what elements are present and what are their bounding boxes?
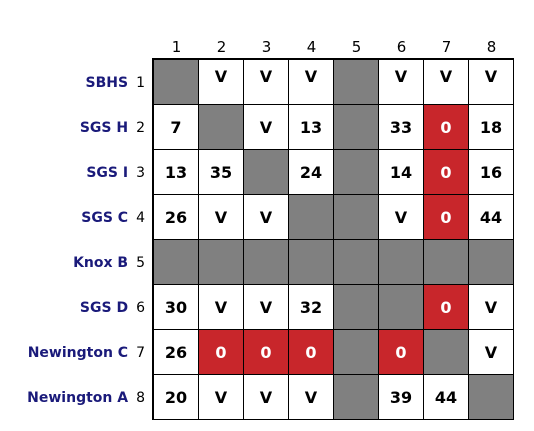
grid-cell-r5-c5 xyxy=(334,240,378,284)
grid-cell-r4-c7: 0 xyxy=(424,195,468,239)
grid-cell-r4-c6: V xyxy=(379,195,423,239)
grid-cell-r8-c4: V xyxy=(289,375,333,419)
grid-cell-r1-c2: V xyxy=(199,60,243,104)
grid-cell-r3-c3 xyxy=(244,150,288,194)
grid-cell-r7-c7 xyxy=(424,330,468,374)
row-label-8: Newington A 8 xyxy=(0,375,145,420)
team-name: SGS C xyxy=(81,209,129,226)
column-header-2: 2 xyxy=(216,38,227,56)
results-grid: V V V V V V 7 V 13 33 0 18 13 35 24 14 0 16 26 V V V 0 44 30 V V 32… xyxy=(152,58,514,420)
grid-cell-r8-c2: V xyxy=(199,375,243,419)
row-number: 4 xyxy=(136,209,145,226)
team-name: Newington C xyxy=(27,344,129,361)
row-number: 8 xyxy=(136,389,145,406)
grid-cell-r1-c1 xyxy=(154,60,198,104)
grid-cell-r1-c3: V xyxy=(244,60,288,104)
grid-cell-r5-c7 xyxy=(424,240,468,284)
grid-cell-r8-c8 xyxy=(469,375,513,419)
grid-cell-r3-c7: 0 xyxy=(424,150,468,194)
column-header-8: 8 xyxy=(486,38,497,56)
column-header-6: 6 xyxy=(396,38,407,56)
grid-cell-r8-c3: V xyxy=(244,375,288,419)
grid-cell-r6-c1: 30 xyxy=(154,285,198,329)
team-name: SGS I xyxy=(86,164,129,181)
grid-cell-r4-c3: V xyxy=(244,195,288,239)
grid-cell-r6-c2: V xyxy=(199,285,243,329)
row-number: 2 xyxy=(136,119,145,136)
grid-cell-r7-c6: 0 xyxy=(379,330,423,374)
row-number: 7 xyxy=(136,344,145,361)
grid-cell-r4-c1: 26 xyxy=(154,195,198,239)
row-label-5: Knox B 5 xyxy=(0,240,145,285)
team-name: Knox B xyxy=(73,254,129,271)
column-header-3: 3 xyxy=(261,38,272,56)
grid-cell-r5-c4 xyxy=(289,240,333,284)
row-label-6: SGS D 6 xyxy=(0,285,145,330)
team-name: SGS H xyxy=(79,119,129,136)
grid-cell-r2-c5 xyxy=(334,105,378,149)
grid-cell-r5-c3 xyxy=(244,240,288,284)
grid-cell-r6-c5 xyxy=(334,285,378,329)
grid-cell-r4-c2: V xyxy=(199,195,243,239)
grid-cell-r5-c1 xyxy=(154,240,198,284)
column-header-7: 7 xyxy=(441,38,452,56)
grid-cell-r3-c4: 24 xyxy=(289,150,333,194)
team-name: SGS D xyxy=(79,299,129,316)
grid-cell-r7-c2: 0 xyxy=(199,330,243,374)
grid-cell-r2-c4: 13 xyxy=(289,105,333,149)
grid-cell-r2-c7: 0 xyxy=(424,105,468,149)
grid-cell-r1-c6: V xyxy=(379,60,423,104)
grid-cell-r4-c8: 44 xyxy=(469,195,513,239)
grid-cell-r7-c8: V xyxy=(469,330,513,374)
column-header-1: 1 xyxy=(171,38,182,56)
row-label-4: SGS C 4 xyxy=(0,195,145,240)
grid-cell-r2-c6: 33 xyxy=(379,105,423,149)
grid-cell-r3-c2: 35 xyxy=(199,150,243,194)
grid-cell-r7-c4: 0 xyxy=(289,330,333,374)
grid-cell-r7-c5 xyxy=(334,330,378,374)
grid-cell-r8-c1: 20 xyxy=(154,375,198,419)
grid-cell-r5-c6 xyxy=(379,240,423,284)
grid-cell-r4-c5 xyxy=(334,195,378,239)
grid-cell-r2-c3: V xyxy=(244,105,288,149)
row-label-7: Newington C 7 xyxy=(0,330,145,375)
grid-cell-r5-c2 xyxy=(199,240,243,284)
grid-cell-r8-c7: 44 xyxy=(424,375,468,419)
grid-cell-r3-c6: 14 xyxy=(379,150,423,194)
column-header-4: 4 xyxy=(306,38,317,56)
column-header-5: 5 xyxy=(351,38,362,56)
grid-cell-r7-c1: 26 xyxy=(154,330,198,374)
grid-cell-r8-c6: 39 xyxy=(379,375,423,419)
row-number: 5 xyxy=(136,254,145,271)
row-label-3: SGS I 3 xyxy=(0,150,145,195)
grid-cell-r1-c8: V xyxy=(469,60,513,104)
grid-cell-r4-c4 xyxy=(289,195,333,239)
grid-cell-r7-c3: 0 xyxy=(244,330,288,374)
grid-cell-r1-c4: V xyxy=(289,60,333,104)
grid-cell-r6-c3: V xyxy=(244,285,288,329)
grid-cell-r2-c8: 18 xyxy=(469,105,513,149)
grid-cell-r8-c5 xyxy=(334,375,378,419)
row-number: 6 xyxy=(136,299,145,316)
row-label-2: SGS H 2 xyxy=(0,105,145,150)
grid-cell-r1-c5 xyxy=(334,60,378,104)
team-name: Newington A xyxy=(27,389,129,406)
grid-cell-r6-c8: V xyxy=(469,285,513,329)
grid-cell-r1-c7: V xyxy=(424,60,468,104)
grid-cell-r6-c7: 0 xyxy=(424,285,468,329)
grid-cell-r2-c1: 7 xyxy=(154,105,198,149)
grid-cell-r3-c8: 16 xyxy=(469,150,513,194)
grid-cell-r2-c2 xyxy=(199,105,243,149)
grid-cell-r6-c6 xyxy=(379,285,423,329)
grid-cell-r6-c4: 32 xyxy=(289,285,333,329)
team-name: SBHS xyxy=(85,74,129,91)
grid-cell-r3-c1: 13 xyxy=(154,150,198,194)
grid-cell-r3-c5 xyxy=(334,150,378,194)
row-number: 1 xyxy=(136,74,145,91)
row-number: 3 xyxy=(136,164,145,181)
grid-cell-r5-c8 xyxy=(469,240,513,284)
row-label-1: SBHS 1 xyxy=(0,60,145,105)
